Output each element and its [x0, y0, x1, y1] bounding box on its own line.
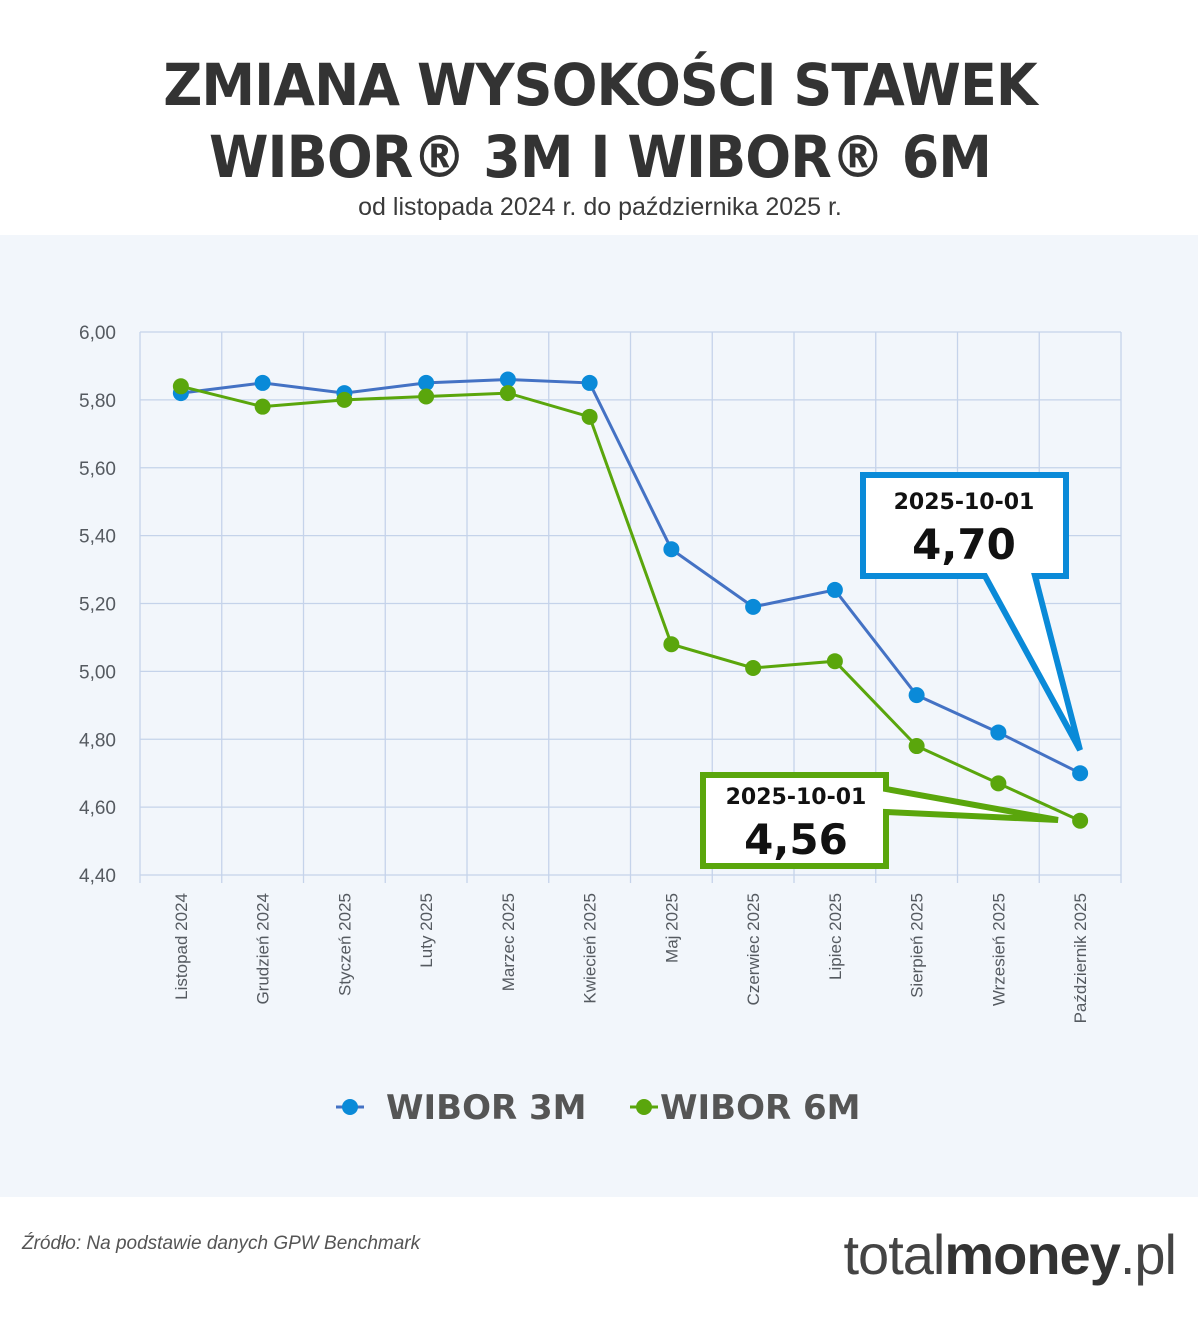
y-tick-label: 5,00 [79, 662, 116, 683]
x-tick-label: Wrzesień 2025 [989, 893, 1008, 1006]
legend-label: WIBOR 6M [660, 1088, 860, 1128]
callout-value: 4,70 [912, 520, 1016, 569]
chart-subtitle: od listopada 2024 r. do października 202… [358, 193, 842, 221]
y-tick-label: 5,40 [79, 527, 116, 548]
chart-panel [0, 235, 1198, 1197]
green-dot-line-icon [636, 1099, 652, 1115]
data-point[interactable] [990, 724, 1007, 741]
legend-item-wibor-3m[interactable]: WIBOR 3M [336, 1088, 586, 1128]
chart-series [172, 371, 1089, 829]
data-point[interactable] [663, 636, 680, 653]
data-point[interactable] [418, 388, 435, 405]
data-point[interactable] [990, 775, 1007, 792]
callout-box [860, 472, 1083, 752]
callout-value: 4,56 [744, 815, 848, 864]
data-point[interactable] [826, 653, 843, 670]
y-tick-label: 5,20 [79, 595, 116, 616]
callout-wibor-3m: 2025-10-01 4,70 [860, 472, 1083, 752]
callout-box [700, 772, 1059, 869]
y-tick-label: 6,00 [79, 323, 116, 344]
x-tick-label: Sierpień 2025 [908, 893, 927, 998]
data-point[interactable] [908, 687, 925, 704]
y-tick-label: 4,60 [79, 798, 116, 819]
x-tick-label: Luty 2025 [417, 893, 436, 968]
chart-callouts: 2025-10-01 4,70 2025-10-01 4,56 [700, 472, 1083, 869]
data-point[interactable] [663, 541, 680, 558]
data-point[interactable] [581, 408, 598, 425]
callout-date: 2025-10-01 [726, 785, 867, 810]
x-tick-label: Listopad 2024 [172, 893, 191, 1000]
callout-wibor-6m: 2025-10-01 4,56 [700, 772, 1059, 869]
blue-dot-line-icon [342, 1099, 358, 1115]
x-tick-label: Czerwiec 2025 [744, 893, 763, 1005]
x-tick-label: Maj 2025 [662, 893, 681, 963]
x-axis: Listopad 2024 Grudzień 2024 Styczeń 2025 Lu… [172, 893, 1090, 1023]
series-wibor-6m [172, 378, 1089, 829]
data-point[interactable] [826, 581, 843, 598]
data-point[interactable] [908, 738, 925, 755]
y-tick-label: 4,80 [79, 730, 116, 751]
callout-date: 2025-10-01 [894, 490, 1035, 515]
y-tick-label: 5,80 [79, 391, 116, 412]
legend-item-wibor-6m[interactable]: WIBOR 6M [630, 1088, 860, 1128]
data-point[interactable] [745, 659, 762, 676]
x-tick-label: Kwiecień 2025 [581, 893, 600, 1004]
chart-grid [139, 331, 1122, 883]
data-point[interactable] [499, 385, 516, 402]
data-point[interactable] [254, 398, 271, 415]
data-point[interactable] [581, 374, 598, 391]
x-tick-label: Lipiec 2025 [826, 893, 845, 980]
data-point[interactable] [172, 378, 189, 395]
x-tick-label: Grudzień 2024 [254, 893, 273, 1005]
brand-logo[interactable]: totalmoney.pl [843, 1222, 1177, 1287]
data-point[interactable] [254, 374, 271, 391]
series-wibor-3m [172, 371, 1089, 782]
data-point[interactable] [418, 374, 435, 391]
y-tick-label: 5,60 [79, 459, 116, 480]
chart-title-line2: WIBOR® 3M I WIBOR® 6M [208, 123, 992, 191]
chart-legend: WIBOR 3M WIBOR 6M [336, 1088, 860, 1128]
logo-suffix: .pl [1119, 1223, 1177, 1286]
data-point[interactable] [336, 391, 353, 408]
x-tick-label: Styczeń 2025 [335, 893, 354, 996]
data-point[interactable] [745, 598, 762, 615]
x-tick-label: Październik 2025 [1071, 893, 1090, 1023]
series-line [180, 378, 1081, 775]
data-point[interactable] [1072, 765, 1089, 782]
legend-label: WIBOR 3M [386, 1088, 586, 1128]
chart-title-line1: ZMIANA WYSOKOŚCI STAWEK [163, 51, 1038, 119]
x-tick-label: Marzec 2025 [499, 893, 518, 991]
y-axis: 6,00 5,80 5,60 5,40 5,20 5,00 4,80 4,60 4,40 [79, 323, 116, 887]
logo-money: money [944, 1223, 1120, 1286]
source-note: Źródło: Na podstawie danych GPW Benchmar… [22, 1233, 421, 1254]
data-point[interactable] [499, 371, 516, 388]
y-tick-label: 4,40 [79, 866, 116, 887]
data-point[interactable] [1072, 812, 1089, 829]
logo-total: total [843, 1223, 945, 1286]
series-line [180, 384, 1081, 823]
